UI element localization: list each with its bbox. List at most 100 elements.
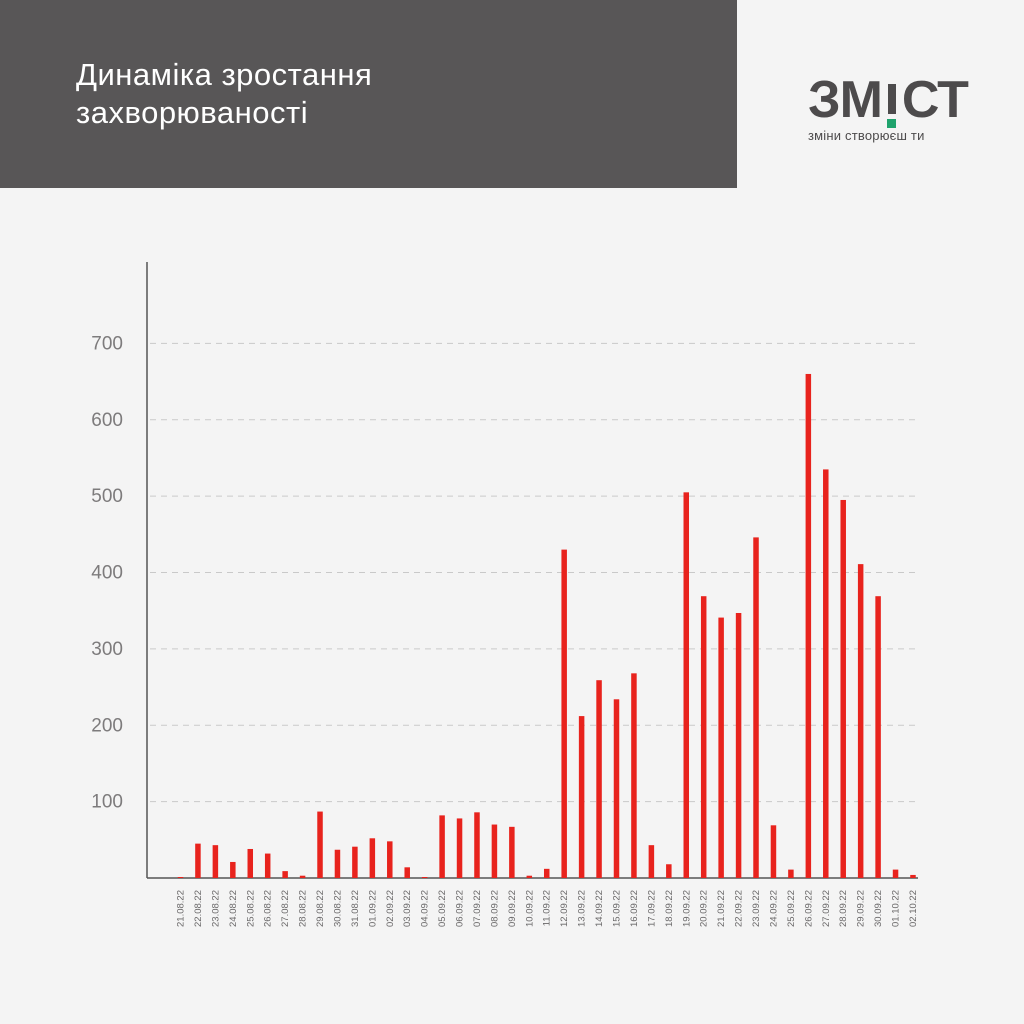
bar bbox=[177, 877, 184, 878]
x-tick-label: 27.09.22 bbox=[821, 890, 832, 927]
bar bbox=[543, 868, 550, 878]
x-tick-label: 19.09.22 bbox=[681, 890, 692, 927]
x-tick-label: 27.08.22 bbox=[280, 890, 291, 927]
bar bbox=[561, 549, 567, 878]
bar bbox=[840, 499, 846, 878]
x-tick-label: 07.09.22 bbox=[472, 890, 483, 927]
logo-tagline: зміни створюєш ти bbox=[808, 128, 925, 143]
bar bbox=[823, 469, 829, 878]
bar bbox=[578, 716, 585, 878]
x-tick-label: 24.08.22 bbox=[228, 890, 239, 927]
title-line-1: Динаміка зростання bbox=[76, 57, 373, 92]
bar bbox=[857, 564, 864, 878]
x-tick-label: 06.09.22 bbox=[455, 890, 466, 927]
bar bbox=[770, 825, 777, 878]
x-tick-label: 29.09.22 bbox=[856, 890, 867, 927]
bar bbox=[456, 818, 463, 878]
x-tick-label: 18.09.22 bbox=[664, 890, 675, 927]
y-tick-label: 300 bbox=[91, 639, 123, 660]
logo-i-glyph bbox=[885, 84, 899, 128]
x-tick-label: 24.09.22 bbox=[768, 890, 779, 927]
bar bbox=[509, 826, 515, 878]
bar bbox=[735, 612, 742, 878]
x-tick-label: 10.09.22 bbox=[524, 890, 535, 927]
bar bbox=[910, 874, 916, 878]
bar bbox=[526, 875, 533, 878]
bar bbox=[631, 673, 637, 878]
x-tick-label: 22.09.22 bbox=[734, 890, 745, 927]
bar bbox=[334, 849, 341, 878]
bar bbox=[788, 869, 794, 878]
x-tick-label: 09.09.22 bbox=[507, 890, 518, 927]
y-tick-label: 400 bbox=[91, 563, 123, 584]
bar bbox=[264, 853, 271, 878]
x-tick-label: 28.09.22 bbox=[838, 890, 849, 927]
bar bbox=[387, 841, 393, 878]
logo-word-right: СТ bbox=[901, 71, 969, 129]
bar bbox=[299, 875, 306, 878]
bar bbox=[491, 824, 498, 878]
bar bbox=[648, 845, 655, 878]
bar bbox=[421, 877, 428, 878]
x-tick-label: 05.09.22 bbox=[437, 890, 448, 927]
bar bbox=[613, 699, 620, 878]
bar bbox=[404, 867, 410, 878]
bar bbox=[805, 373, 812, 878]
x-tick-label: 26.08.22 bbox=[263, 890, 274, 927]
x-tick-label: 30.08.22 bbox=[332, 890, 343, 927]
bar bbox=[282, 871, 288, 878]
bar bbox=[369, 838, 376, 878]
x-tick-label: 23.08.22 bbox=[210, 890, 221, 927]
x-tick-label: 11.09.22 bbox=[542, 890, 553, 926]
x-tick-label: 20.09.22 bbox=[699, 890, 710, 927]
page-title: Динаміка зростання захворюваності bbox=[76, 56, 372, 132]
x-tick-label: 28.08.22 bbox=[298, 890, 309, 927]
x-tick-label: 12.09.22 bbox=[559, 890, 570, 927]
title-line-2: захворюваності bbox=[76, 95, 309, 130]
logo-word-left: ЗМ bbox=[808, 71, 883, 129]
x-tick-label: 14.09.22 bbox=[594, 890, 605, 927]
logo-i-stem bbox=[887, 84, 896, 114]
y-tick-label: 500 bbox=[91, 486, 123, 507]
bar bbox=[474, 812, 480, 878]
x-tick-label: 03.09.22 bbox=[402, 890, 413, 927]
bar bbox=[700, 596, 707, 878]
x-tick-label: 31.08.22 bbox=[350, 890, 361, 927]
bar bbox=[753, 537, 759, 878]
y-tick-label: 100 bbox=[91, 792, 123, 813]
y-tick-label: 200 bbox=[91, 715, 123, 736]
x-tick-label: 02.10.22 bbox=[908, 890, 919, 927]
x-tick-label: 16.09.22 bbox=[629, 890, 640, 927]
x-tick-label: 13.09.22 bbox=[577, 890, 588, 927]
bar bbox=[596, 680, 602, 878]
bar bbox=[892, 869, 899, 878]
x-tick-label: 01.10.22 bbox=[891, 890, 902, 927]
bar bbox=[439, 815, 445, 878]
logo-i-dot bbox=[887, 119, 897, 128]
x-tick-label: 26.09.22 bbox=[803, 890, 814, 927]
bar bbox=[718, 617, 724, 878]
bar bbox=[352, 846, 358, 878]
x-tick-label: 23.09.22 bbox=[751, 890, 762, 927]
x-tick-label: 25.09.22 bbox=[786, 890, 797, 927]
bar bbox=[230, 861, 236, 878]
header-banner: Динаміка зростання захворюваності bbox=[0, 0, 737, 188]
bar bbox=[875, 596, 881, 878]
bar bbox=[317, 811, 323, 878]
bar bbox=[683, 492, 690, 878]
x-tick-label: 25.08.22 bbox=[245, 890, 256, 927]
bar bbox=[195, 843, 201, 878]
bar bbox=[212, 845, 219, 878]
x-tick-label: 29.08.22 bbox=[315, 890, 326, 927]
brand-logo: ЗМ СТ зміни створюєш ти bbox=[808, 71, 969, 143]
x-tick-label: 08.09.22 bbox=[489, 890, 500, 927]
bar bbox=[666, 864, 672, 878]
x-tick-label: 30.09.22 bbox=[873, 890, 884, 927]
x-tick-label: 04.09.22 bbox=[420, 890, 431, 927]
x-tick-label: 21.08.22 bbox=[176, 890, 187, 927]
x-tick-label: 21.09.22 bbox=[716, 890, 727, 927]
x-tick-label: 02.09.22 bbox=[385, 890, 396, 927]
x-tick-label: 22.08.22 bbox=[193, 890, 204, 927]
y-tick-label: 700 bbox=[91, 333, 123, 354]
